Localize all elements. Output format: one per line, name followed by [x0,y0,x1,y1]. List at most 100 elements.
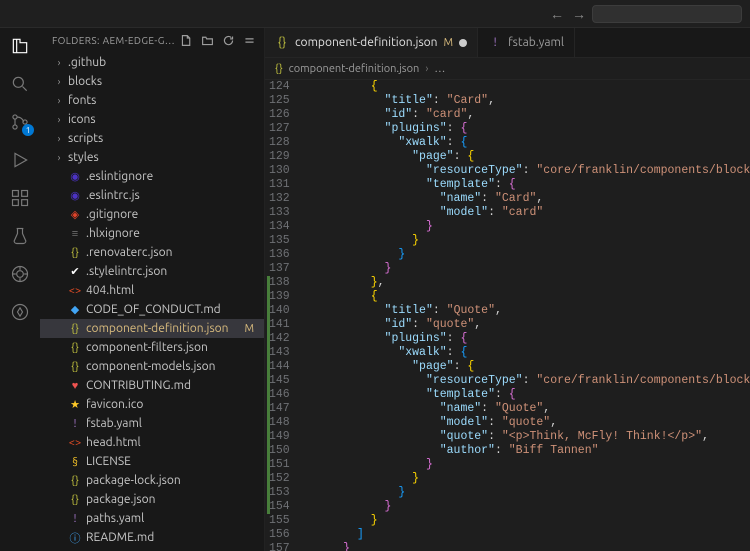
html-icon: <> [68,436,82,450]
file-row[interactable]: ★favicon.ico [40,395,264,414]
explorer-icon[interactable] [8,34,32,58]
code-line: } [302,486,750,500]
file-row[interactable]: {}package-lock.json [40,471,264,490]
line-number-gutter: 1241251261271281291301311321331341351361… [265,80,302,551]
search-icon[interactable] [8,72,32,96]
file-row[interactable]: {}component-models.json [40,357,264,376]
contrib-icon: ♥ [68,379,82,393]
file-row[interactable]: ◈.gitignore [40,205,264,224]
file-row[interactable]: ◆CODE_OF_CONDUCT.md [40,300,264,319]
folder-row[interactable]: ›scripts [40,129,264,148]
extensions-icon[interactable] [8,186,32,210]
stylelint-icon: ✔ [68,265,82,279]
nav-forward-icon[interactable]: → [572,6,586,22]
line-number: 132 [269,192,290,206]
code-line: ] [302,528,750,542]
source-control-icon[interactable]: 1 [8,110,32,134]
code-line: "name": "Quote", [302,402,750,416]
file-row[interactable]: ⓘREADME.md [40,528,264,547]
line-number: 137 [269,262,290,276]
file-row[interactable]: §LICENSE [40,452,264,471]
badge: 1 [22,124,34,136]
folder-row[interactable]: ›styles [40,148,264,167]
live-share-icon[interactable] [8,300,32,324]
breadcrumb[interactable]: {} component-definition.json › … [265,58,750,80]
tree-item-label: component-filters.json [86,341,208,354]
tree-item-label: LICENSE [86,455,131,468]
tree-item-label: blocks [68,75,102,88]
ports-icon[interactable] [8,262,32,286]
file-row[interactable]: ✔ .stylelintrc.json [40,262,264,281]
code-line: "template": { [302,388,750,402]
line-number: 142 [269,332,290,346]
file-row[interactable]: <>head.html [40,433,264,452]
tree-item-label: favicon.ico [86,398,143,411]
file-row[interactable]: <>404.html [40,281,264,300]
code-line: "plugins": { [302,332,750,346]
navigation-controls: ← → [550,6,586,22]
tree-item-label: .github [68,56,106,69]
tree-item-label: package-lock.json [86,474,181,487]
line-number: 149 [269,430,290,444]
file-row[interactable]: ≡.hlxignore [40,224,264,243]
folder-row[interactable]: ›fonts [40,91,264,110]
run-debug-icon[interactable] [8,148,32,172]
editor-tab[interactable]: {}component-definition.jsonM [265,28,478,57]
file-row[interactable]: {}.renovaterc.json [40,243,264,262]
code-line: "quote": "<p>Think, McFly! Think!</p>", [302,430,750,444]
code-line: "xwalk": { [302,136,750,150]
file-tree[interactable]: ›.github›blocks›fonts›icons›scripts›styl… [40,51,264,551]
unsaved-dot-icon [459,39,467,47]
testing-icon[interactable] [8,224,32,248]
breadcrumb-file: component-definition.json [289,63,420,75]
code-line: } [302,248,750,262]
tree-item-label: .gitignore [86,208,138,221]
new-folder-icon[interactable] [201,34,214,47]
editor-tab[interactable]: !fstab.yaml [478,28,575,57]
code-line: "id": "quote", [302,318,750,332]
tree-item-label: .stylelintrc.json [86,265,167,278]
file-row[interactable]: ♥ CONTRIBUTING.md [40,376,264,395]
file-row[interactable]: {}component-definition.jsonM [40,319,264,338]
file-row[interactable]: ◉.eslintrc.js [40,186,264,205]
nav-back-icon[interactable]: ← [550,6,564,22]
folder-row[interactable]: ›.github [40,53,264,72]
chevron-right-icon: › [54,152,64,163]
line-number: 126 [269,108,290,122]
folder-row[interactable]: › blocks [40,72,264,91]
command-center-search[interactable] [592,5,742,23]
file-row[interactable]: !fstab.yaml [40,414,264,433]
breadcrumb-separator: › [425,63,428,75]
line-number: 152 [269,472,290,486]
tree-item-label: .eslintrc.js [86,189,140,202]
code-line: } [302,458,750,472]
tree-item-label: paths.yaml [86,512,144,525]
line-number: 155 [269,514,290,528]
line-number: 141 [269,318,290,332]
new-file-icon[interactable] [180,34,193,47]
collapse-all-icon[interactable] [243,34,256,47]
tree-item-label: CONTRIBUTING.md [86,379,191,392]
tree-item-label: .hlxignore [86,227,140,240]
json-icon: {} [68,341,82,355]
refresh-icon[interactable] [222,34,235,47]
title-bar: ← → [0,0,750,28]
code-line: "page": { [302,360,750,374]
activity-bar: 1 [0,28,40,551]
file-row[interactable]: {} component-filters.json [40,338,264,357]
tree-item-label: fonts [68,94,96,107]
line-number: 144 [269,360,290,374]
code-line: } [302,472,750,486]
chevron-right-icon: › [54,76,64,87]
folder-row[interactable]: ›icons [40,110,264,129]
code-lines[interactable]: { "title": "Card", "id": "card", "plugin… [302,80,750,551]
code-editor[interactable]: 1241251261271281291301311321331341351361… [265,80,750,551]
code-line: { [302,290,750,304]
line-number: 146 [269,388,290,402]
file-row[interactable]: {}package.json [40,490,264,509]
md-icon: ◆ [68,303,82,317]
file-row[interactable]: !paths.yaml [40,509,264,528]
info-icon: ⓘ [68,531,82,545]
html-icon: <> [68,284,82,298]
file-row[interactable]: ◉.eslintignore [40,167,264,186]
